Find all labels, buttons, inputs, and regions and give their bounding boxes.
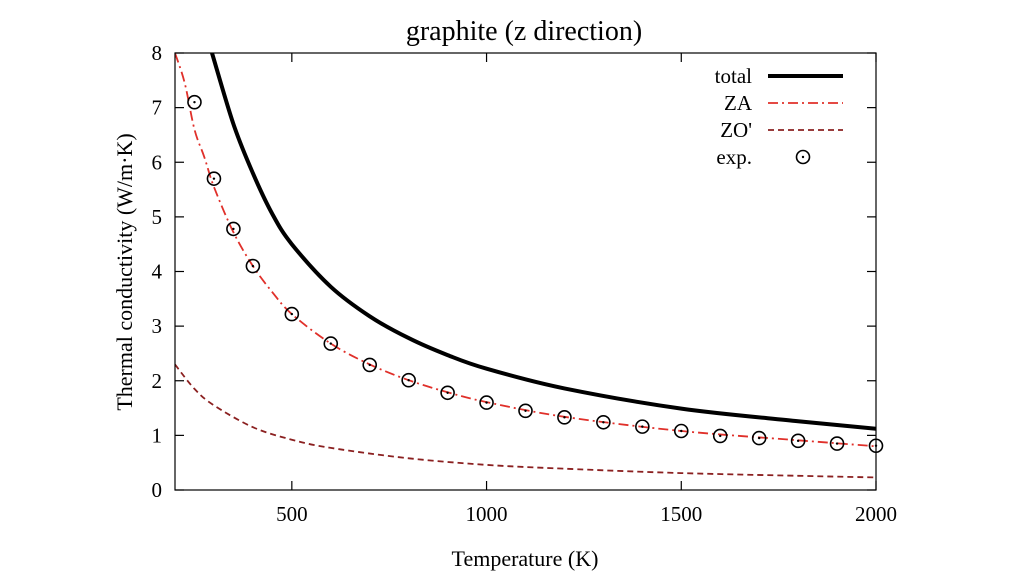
exp-point-center (524, 409, 527, 412)
exp-point-center (680, 429, 683, 433)
exp-point (673, 423, 689, 439)
y-axis-title: Thermal conductivity (W/m·K) (112, 133, 137, 410)
chart-title: graphite (z direction) (406, 16, 642, 47)
exp-point-center (407, 379, 410, 382)
exp-point (323, 336, 339, 351)
exp-point (790, 433, 806, 449)
exp-point-center (602, 421, 605, 424)
x-tick-label: 1500 (660, 502, 702, 526)
y-tick-label: 3 (152, 314, 163, 338)
exp-point (284, 306, 300, 322)
x-axis-title: Temperature (K) (452, 546, 599, 571)
y-tick-label: 0 (152, 478, 163, 502)
y-tick-label: 7 (152, 96, 163, 120)
exp-point-center (796, 439, 800, 443)
legend-label: total (715, 64, 752, 88)
exp-point (751, 430, 767, 446)
exp-point-center (757, 436, 761, 440)
plot-area: 500 1000 1500 2000 0 1 2 3 4 5 6 7 8 (152, 41, 898, 526)
exp-point (245, 258, 261, 274)
exp-point-center (719, 434, 722, 438)
exp-point (479, 395, 494, 410)
plot-frame (174, 52, 877, 491)
exp-point (206, 171, 222, 186)
x-tick-label: 500 (276, 502, 308, 526)
series-line-total (210, 53, 876, 431)
exp-point-center (368, 363, 371, 367)
exp-point (829, 436, 845, 451)
exp-point-center (290, 312, 294, 316)
exp-point (187, 94, 202, 110)
y-tick-label: 4 (152, 260, 163, 284)
exp-point (596, 414, 611, 430)
exp-point (518, 403, 533, 419)
exp-point-center (251, 264, 255, 268)
exp-point (362, 357, 378, 373)
y-tick-label: 5 (152, 205, 163, 229)
exp-point (226, 221, 241, 237)
exp-point-center (835, 442, 839, 445)
series-line-zo (175, 363, 876, 479)
exp-point (557, 410, 572, 425)
exp-point (440, 385, 455, 401)
legend-label: ZO' (720, 118, 752, 142)
legend: total ZA ZO' exp. (715, 64, 843, 169)
series-line-za (175, 53, 876, 448)
exp-point-center (212, 177, 216, 180)
y-tick-label: 2 (152, 369, 163, 393)
exp-point (635, 419, 650, 434)
legend-label: exp. (716, 145, 752, 169)
x-tick-label: 1000 (466, 502, 508, 526)
exp-point-center (563, 416, 566, 419)
legend-swatch-exp-center (801, 155, 805, 159)
exp-point-center (641, 425, 644, 428)
exp-point (712, 428, 728, 444)
exp-point-center (232, 227, 235, 231)
y-tick-label: 6 (152, 150, 163, 174)
exp-point-center (485, 401, 488, 404)
exp-point (401, 372, 416, 388)
legend-swatch-exp (795, 149, 811, 165)
y-tick-label: 8 (152, 41, 163, 65)
exp-point-center (193, 100, 196, 104)
exp-point-center (446, 391, 449, 394)
legend-label: ZA (724, 91, 753, 115)
exp-point-center (329, 342, 332, 345)
x-tick-label: 2000 (855, 502, 897, 526)
y-tick-label: 1 (152, 423, 163, 447)
